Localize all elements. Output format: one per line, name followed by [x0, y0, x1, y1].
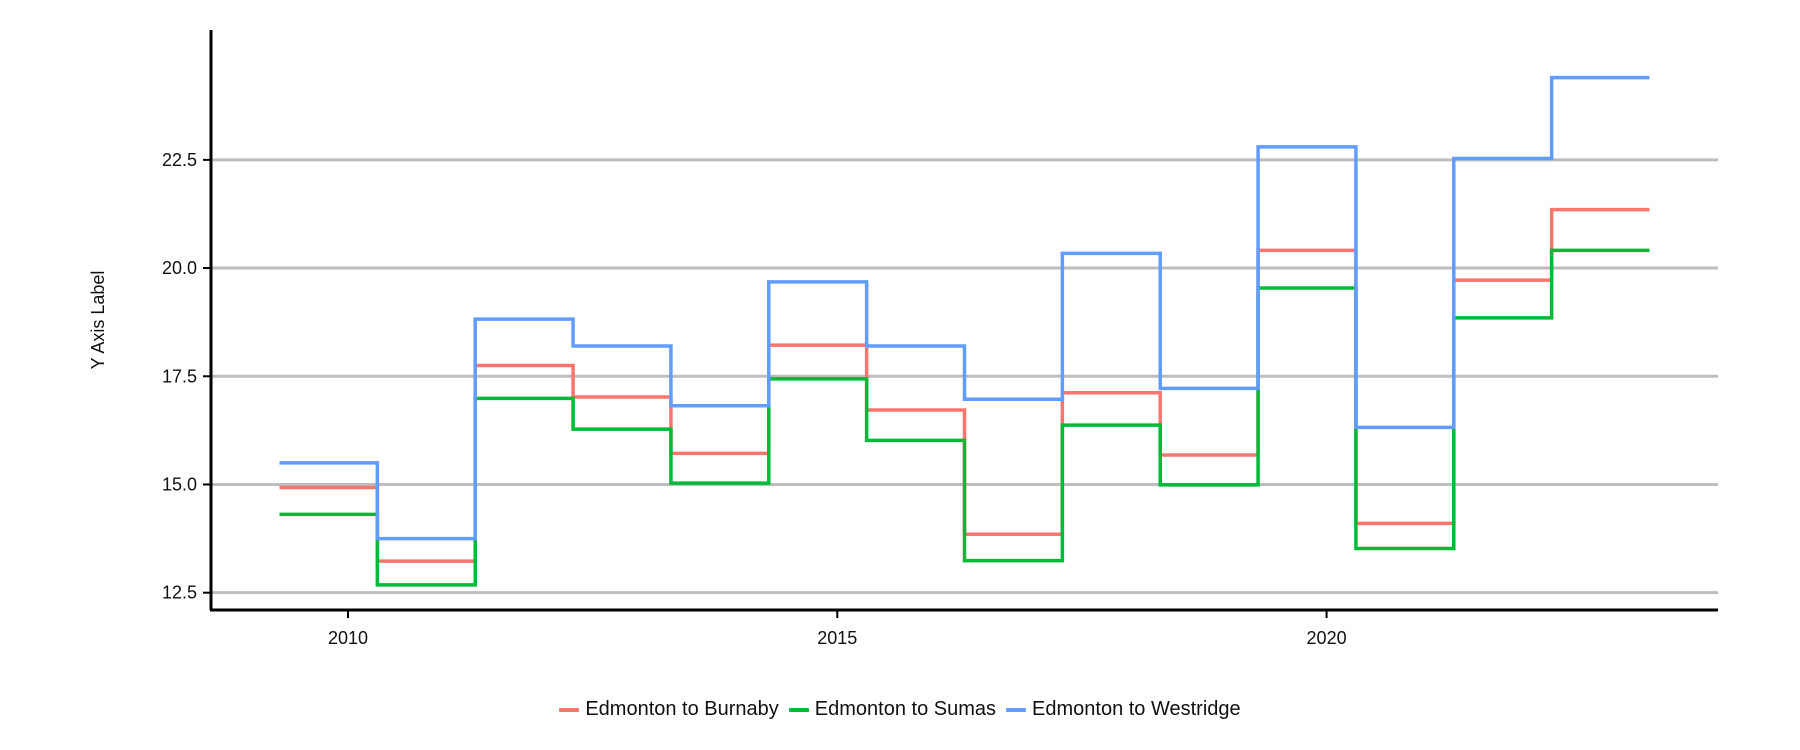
legend-item-2: Edmonton to Westridge: [1006, 698, 1241, 721]
y-tick-label-0: 12.5: [162, 583, 197, 603]
legend-swatch-1: [788, 707, 809, 712]
ticks: 12.5 15.0 17.5 20.0 22.5 2010 2015 2020: [162, 150, 1347, 648]
y-tick-label-2: 17.5: [162, 366, 197, 386]
legend-item-0: Edmonton to Burnaby: [559, 698, 779, 721]
legend-label-2: Edmonton to Westridge: [1032, 698, 1241, 720]
y-tick-label-3: 20.0: [162, 258, 197, 278]
y-tick-label-1: 15.0: [162, 474, 197, 494]
x-tick-label-1: 2015: [817, 628, 857, 648]
series-line-2: [279, 75, 1650, 541]
y-axis-title: Y Axis Label: [88, 271, 108, 370]
legend-label-0: Edmonton to Burnaby: [585, 698, 779, 720]
legend-swatch-2: [1006, 707, 1027, 712]
x-tick-label-0: 2010: [328, 628, 368, 648]
axes: [209, 30, 1718, 612]
legend-item-1: Edmonton to Sumas: [788, 698, 997, 721]
legend-label-1: Edmonton to Sumas: [814, 698, 997, 720]
legend-swatch-0: [559, 707, 580, 712]
x-tick-label-2: 2020: [1307, 628, 1347, 648]
y-tick-label-4: 22.5: [162, 150, 197, 170]
series-lines: [279, 75, 1650, 587]
series-line-1: [279, 248, 1650, 587]
legend: Edmonton to Burnaby Edmonton to Sumas Edmo…: [0, 698, 1800, 721]
